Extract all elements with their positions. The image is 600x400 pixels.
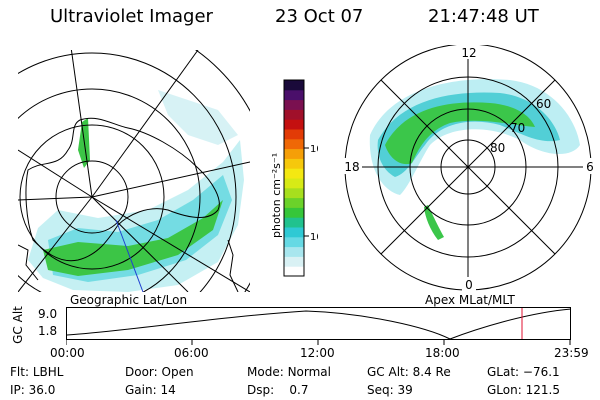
latitude-grid-left [18, 50, 250, 292]
xtick-0000: 00:00 [50, 346, 85, 360]
mlat-label-70: 70 [510, 121, 525, 135]
colorbar-cell [284, 109, 304, 120]
colorbar: 100 10 photon cm⁻²s⁻¹ [270, 79, 318, 277]
door-field: Door: Open [125, 365, 194, 379]
mlt-label-12: 12 [461, 46, 476, 60]
colorbar-tick-10: 10 [310, 232, 318, 243]
altitude-ytick-low: 1.8 [38, 324, 58, 338]
colorbar-cell [284, 266, 304, 277]
geographic-caption: Geographic Lat/Lon [70, 293, 188, 307]
colorbar-cell [284, 138, 304, 150]
colorbar-cell [284, 119, 304, 130]
seq-field: Seq: 39 [367, 383, 413, 397]
colorbar-cell [284, 178, 304, 189]
gain-label: Gain: [125, 383, 157, 397]
altitude-curve [66, 308, 572, 340]
mlat-grid [344, 45, 592, 291]
colorbar-cell [284, 158, 304, 169]
colorbar-cell [284, 80, 304, 91]
colorbar-cell [284, 236, 304, 248]
gcalt-field: GC Alt: 8.4 Re [367, 365, 451, 379]
mlt-label-18: 18 [344, 160, 359, 174]
colorbar-cell [284, 207, 304, 218]
ip-label: IP: [10, 383, 25, 397]
glon-field: GLon: 121.5 [487, 383, 560, 397]
glat-label: GLat: [487, 365, 520, 379]
seq-label: Seq: [367, 383, 394, 397]
instrument-title: Ultraviolet Imager [50, 6, 213, 27]
xtick-1800: 18:00 [425, 346, 460, 360]
ip-field: IP: 36.0 [10, 383, 55, 397]
auroral-emission-left [28, 90, 244, 292]
longitude-grid-left [18, 50, 250, 292]
mode-value: Normal [287, 365, 331, 379]
colorbar-cell [284, 197, 304, 208]
colorbar-cell [284, 246, 304, 257]
date-label: 23 Oct 07 [275, 6, 364, 27]
altitude-ytick-high: 9.0 [38, 307, 58, 321]
colorbar-unit-label: photon cm⁻²s⁻¹ [270, 153, 283, 238]
colorbar-cell [284, 256, 304, 267]
colorbar-cell [284, 227, 304, 238]
door-label: Door: [125, 365, 158, 379]
ip-value: 36.0 [28, 383, 56, 397]
magnetic-caption: Apex MLat/MLT [425, 293, 515, 307]
gcalt-value: 8.4 Re [412, 365, 451, 379]
flt-label: Flt: [10, 365, 29, 379]
colorbar-cell [284, 217, 304, 228]
xtick-0600: 06:00 [174, 346, 209, 360]
flt-value: LBHL [32, 365, 64, 379]
mode-label: Mode: [247, 365, 284, 379]
mlat-label-60: 60 [536, 97, 551, 111]
dsp-value: 0.7 [289, 383, 309, 397]
gain-field: Gain: 14 [125, 383, 176, 397]
altitude-plot [66, 307, 572, 345]
xtick-1200: 12:00 [300, 346, 335, 360]
xtick-2359: 23:59 [554, 346, 589, 360]
glat-value: −76.1 [522, 365, 560, 379]
glon-value: 121.5 [525, 383, 560, 397]
dsp-label: Dsp: [247, 383, 275, 397]
magnetic-map-panel: 12 18 6 0 60 70 80 [340, 45, 597, 293]
mlt-label-6: 6 [586, 160, 594, 174]
dsp-field: Dsp: 0.7 [247, 383, 309, 397]
colorbar-cell [284, 129, 304, 140]
colorbar-cell [284, 89, 304, 101]
colorbar-cell [284, 148, 304, 159]
terminator-line [115, 219, 144, 292]
time-label: 21:47:48 UT [428, 6, 539, 27]
door-value: Open [161, 365, 194, 379]
colorbar-cell [284, 187, 304, 199]
coastline [25, 117, 220, 262]
colorbar-tick-100: 100 [310, 144, 318, 155]
mlat-label-80: 80 [490, 141, 505, 155]
glon-label: GLon: [487, 383, 522, 397]
altitude-ylabel: GC Alt [11, 306, 25, 344]
seq-value: 39 [397, 383, 413, 397]
gcalt-label: GC Alt: [367, 365, 409, 379]
flt-field: Flt: LBHL [10, 365, 63, 379]
mode-field: Mode: Normal [247, 365, 331, 379]
colorbar-cell [284, 168, 304, 179]
glat-field: GLat: −76.1 [487, 365, 560, 379]
geographic-map-panel [18, 50, 250, 292]
mlt-label-0: 0 [465, 278, 473, 292]
colorbar-cell [284, 99, 304, 110]
gain-value: 14 [160, 383, 176, 397]
